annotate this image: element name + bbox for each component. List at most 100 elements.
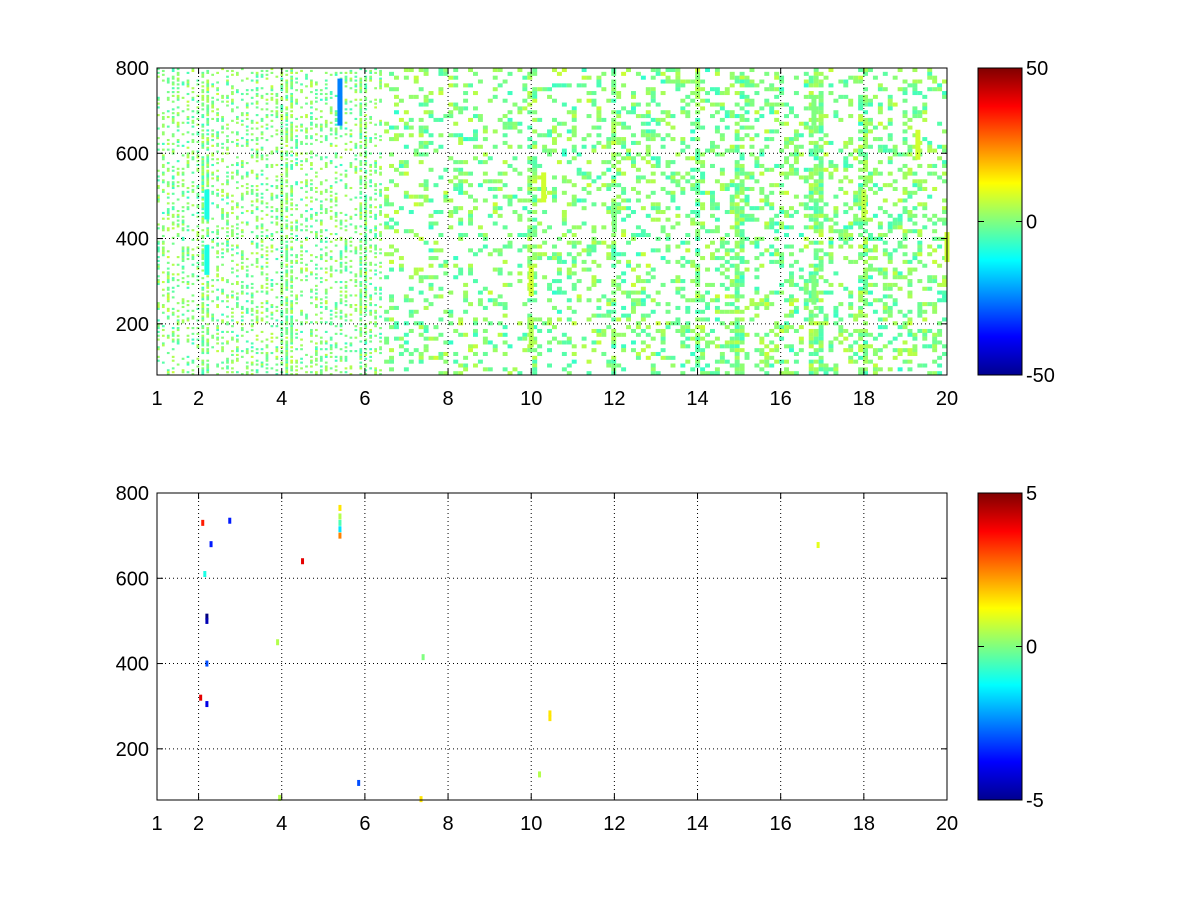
heatmap-cell	[418, 160, 424, 165]
heatmap-cell	[532, 179, 538, 184]
heatmap-cell	[161, 190, 165, 193]
heatmap-cell	[285, 133, 289, 136]
heatmap-cell	[561, 68, 567, 73]
heatmap-cell	[206, 175, 210, 178]
heatmap-cell	[349, 198, 353, 201]
heatmap-cell	[403, 194, 409, 199]
heatmap-cell	[492, 302, 498, 307]
heatmap-cell	[176, 279, 180, 282]
heatmap-cell	[675, 221, 681, 226]
heatmap-cell	[719, 309, 725, 314]
heatmap-cell	[181, 83, 185, 86]
heatmap-cell	[181, 171, 185, 174]
heatmap-cell	[201, 140, 205, 144]
heatmap-cell	[324, 198, 328, 201]
heatmap-cell	[374, 311, 377, 314]
heatmap-cell	[502, 351, 508, 357]
heatmap-cell	[502, 244, 508, 249]
heatmap-cell	[527, 156, 533, 161]
heatmap-cell	[359, 162, 363, 165]
heatmap-cell	[334, 238, 338, 241]
heatmap-cell	[463, 294, 469, 299]
heatmap-cell	[695, 221, 701, 226]
heatmap-cell	[280, 261, 284, 264]
heatmap-cell	[157, 359, 160, 362]
heatmap-cell	[231, 290, 234, 293]
heatmap-cell	[601, 144, 607, 149]
heatmap-cell	[275, 208, 279, 211]
heatmap-cell	[236, 106, 239, 109]
heatmap-cell	[270, 234, 274, 238]
heatmap-cell	[571, 233, 577, 238]
heatmap-cell	[176, 302, 180, 305]
heatmap-cell	[295, 361, 298, 364]
heatmap-cell	[833, 206, 839, 211]
heatmap-cell	[635, 190, 641, 195]
heatmap-cell	[374, 246, 377, 249]
heatmap-cell	[240, 198, 244, 201]
heatmap-cell	[611, 240, 617, 245]
heatmap-cell	[176, 233, 180, 236]
heatmap-cell	[473, 332, 478, 337]
heatmap-cell	[685, 321, 691, 326]
heatmap-cell	[201, 73, 205, 76]
heatmap-cell	[808, 79, 814, 84]
heatmap-cell	[586, 359, 592, 364]
heatmap-cell	[774, 325, 780, 330]
heatmap-cell	[611, 233, 617, 238]
heatmap-cell	[818, 233, 824, 238]
heatmap-cell	[236, 169, 239, 172]
heatmap-cell	[255, 319, 259, 322]
heatmap-cell	[226, 219, 229, 222]
heatmap-cell	[734, 298, 740, 303]
heatmap-cell	[344, 194, 348, 197]
heatmap-cell	[285, 252, 289, 255]
heatmap-cell	[739, 240, 745, 245]
heatmap-cell	[221, 188, 224, 191]
heatmap-cell	[808, 129, 814, 134]
heatmap-cell	[285, 87, 289, 90]
heatmap-cell	[245, 162, 249, 165]
heatmap-cell	[349, 244, 353, 247]
heatmap-cell	[250, 188, 254, 191]
heatmap-cell	[290, 87, 294, 90]
heatmap-cell	[231, 163, 234, 167]
heatmap-cell	[171, 279, 175, 282]
heatmap-cell	[250, 350, 254, 353]
heatmap-cell	[552, 117, 557, 122]
heatmap-cell	[364, 365, 368, 368]
heatmap-cell	[280, 213, 284, 216]
heatmap-cell	[186, 304, 190, 307]
heatmap-cell	[206, 294, 210, 297]
heatmap-cell	[655, 217, 661, 222]
heatmap-cell	[734, 351, 740, 357]
heatmap-cell	[729, 294, 735, 299]
heatmap-cell	[640, 129, 646, 134]
heatmap-cell	[364, 219, 368, 222]
heatmap-cell	[552, 125, 557, 130]
heatmap-cell	[181, 183, 185, 186]
heatmap-cell	[329, 142, 333, 145]
heatmap-cell	[305, 96, 308, 99]
heatmap-cell	[226, 340, 229, 343]
heatmap-cell	[542, 321, 548, 326]
heatmap-cell	[354, 196, 358, 199]
heatmap-cell	[413, 321, 419, 326]
heatmap-cell	[364, 77, 368, 80]
heatmap-cell	[379, 156, 382, 159]
heatmap-cell	[734, 213, 740, 218]
heatmap-cell	[714, 217, 720, 222]
heatmap-cell	[176, 334, 180, 337]
heatmap-cell	[818, 198, 824, 203]
heatmap-cell	[319, 123, 323, 126]
heatmap-cell	[364, 142, 368, 145]
heatmap-cell	[324, 179, 328, 182]
heatmap-cell	[211, 129, 215, 132]
heatmap-cell	[537, 244, 543, 249]
heatmap-cell	[206, 137, 210, 140]
heatmap-cell	[774, 229, 780, 234]
heatmap-cell	[176, 342, 180, 345]
heatmap-cell	[650, 336, 656, 341]
heatmap-cell	[655, 121, 661, 126]
heatmap-cell	[734, 340, 740, 345]
